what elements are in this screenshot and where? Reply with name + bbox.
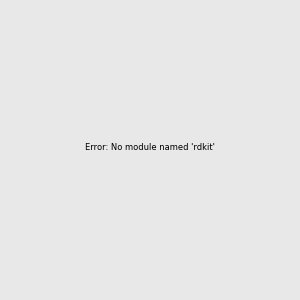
Text: Error: No module named 'rdkit': Error: No module named 'rdkit' (85, 143, 215, 152)
